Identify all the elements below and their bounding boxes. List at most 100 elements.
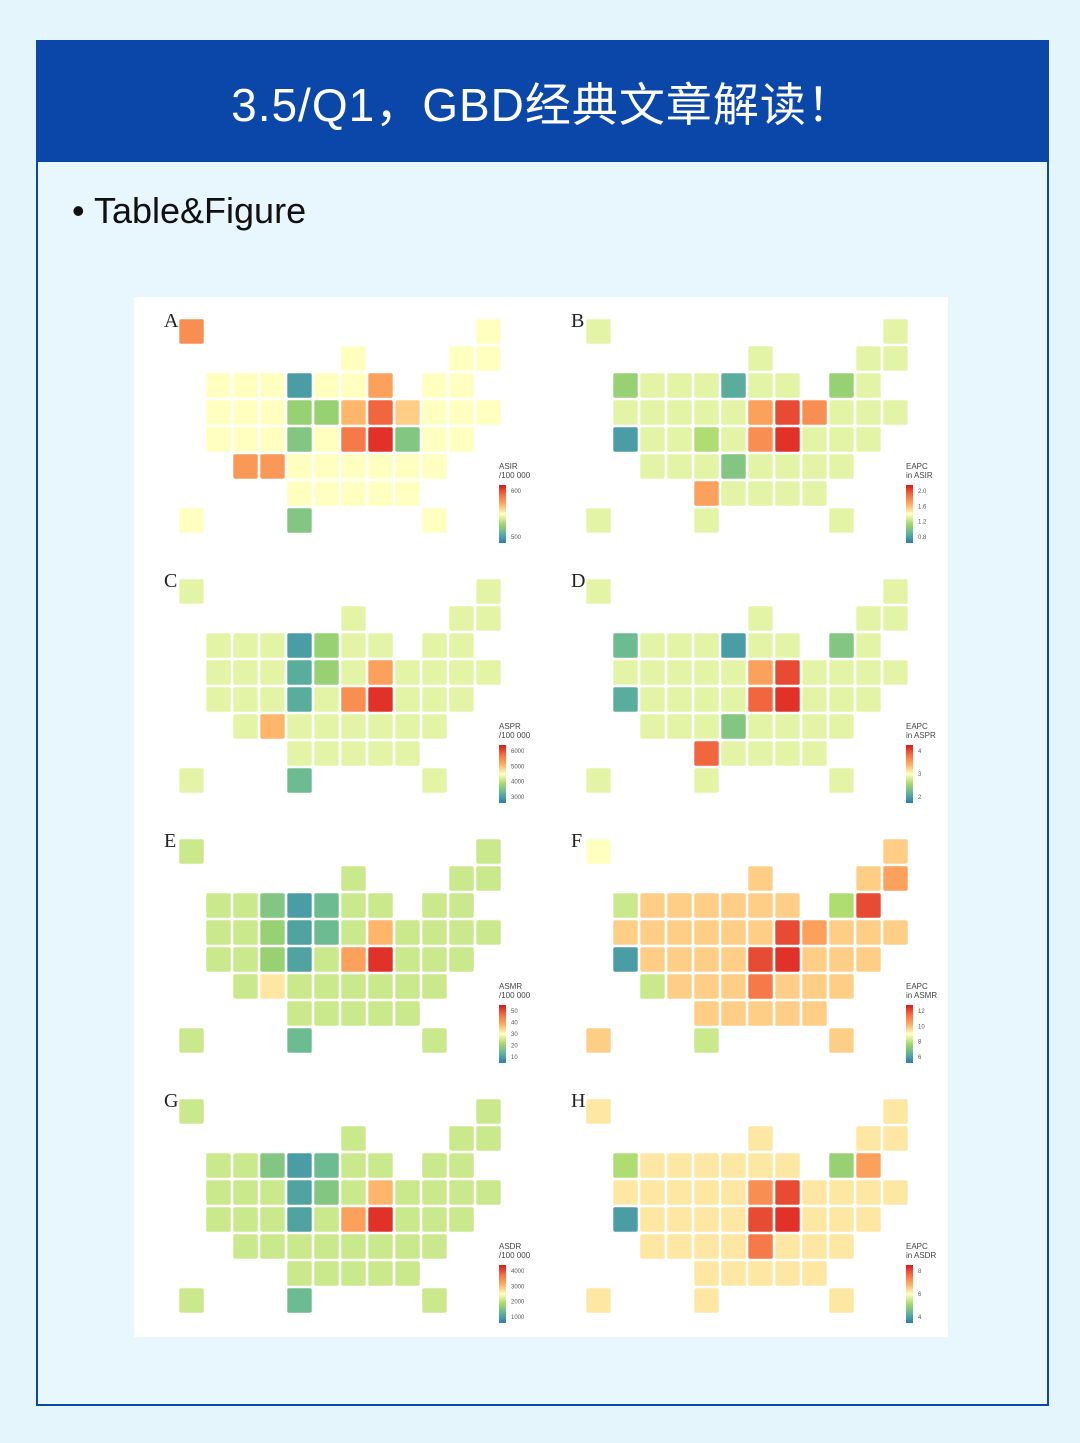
state-il — [747, 372, 774, 399]
state-ct — [448, 659, 475, 686]
state-sd — [286, 399, 313, 426]
state-ny — [828, 372, 855, 399]
state-tn — [747, 713, 774, 740]
state-hi — [585, 1027, 612, 1054]
state-me — [475, 578, 502, 605]
state-tx — [693, 1287, 720, 1314]
state-ne — [693, 946, 720, 973]
panel-label: A — [164, 310, 179, 332]
state-ok — [693, 480, 720, 507]
state-sc — [394, 453, 421, 480]
state-nd — [286, 372, 313, 399]
state-la — [720, 740, 747, 767]
state-sc — [394, 713, 421, 740]
state-hi — [585, 767, 612, 794]
state-ok — [693, 1260, 720, 1287]
state-ne — [693, 1206, 720, 1233]
state-mn — [313, 1152, 340, 1179]
state-ia — [313, 659, 340, 686]
legend-tick: 6000 — [511, 749, 525, 755]
state-tx — [286, 767, 313, 794]
state-ga — [394, 740, 421, 767]
state-ut — [639, 426, 666, 453]
state-ks — [693, 713, 720, 740]
map-panel-e: E ASMR/100 000 50 40 30 20 10 — [134, 817, 541, 1077]
bullet-text: Table&Figure — [93, 190, 307, 231]
legend-title: in ASPR — [906, 731, 936, 740]
state-tn — [747, 973, 774, 1000]
state-sc — [801, 453, 828, 480]
state-tn — [340, 1233, 367, 1260]
state-va — [801, 1206, 828, 1233]
state-ct — [448, 1179, 475, 1206]
state-pa — [394, 919, 421, 946]
state-pa — [801, 1179, 828, 1206]
state-ne — [286, 946, 313, 973]
state-in — [340, 1179, 367, 1206]
state-ak — [585, 318, 612, 345]
state-tn — [747, 453, 774, 480]
state-ma — [448, 632, 475, 659]
state-la — [313, 1260, 340, 1287]
legend-title: EAPC — [906, 722, 928, 731]
state-ak — [178, 578, 205, 605]
state-nh — [882, 345, 909, 372]
state-nc — [367, 973, 394, 1000]
state-al — [774, 1000, 801, 1027]
state-co — [666, 686, 693, 713]
state-ma — [448, 372, 475, 399]
state-ms — [747, 1000, 774, 1027]
state-wi — [340, 605, 367, 632]
state-oh — [367, 399, 394, 426]
state-de — [448, 1206, 475, 1233]
state-or — [612, 659, 639, 686]
state-wa — [612, 632, 639, 659]
state-mo — [720, 946, 747, 973]
state-nd — [693, 1152, 720, 1179]
state-nm — [259, 1233, 286, 1260]
state-nd — [286, 892, 313, 919]
state-fl — [828, 767, 855, 794]
state-ms — [340, 1260, 367, 1287]
state-mo — [313, 946, 340, 973]
state-ar — [720, 453, 747, 480]
state-co — [259, 686, 286, 713]
state-wy — [259, 1179, 286, 1206]
state-nm — [259, 973, 286, 1000]
legend-tick: 1.2 — [918, 520, 927, 526]
state-ga — [394, 1000, 421, 1027]
state-sc — [394, 973, 421, 1000]
state-ga — [394, 480, 421, 507]
state-ks — [286, 973, 313, 1000]
state-wa — [205, 892, 232, 919]
state-ga — [801, 1000, 828, 1027]
state-pa — [394, 399, 421, 426]
state-wi — [340, 865, 367, 892]
state-ny — [421, 892, 448, 919]
state-al — [774, 480, 801, 507]
state-nj — [421, 659, 448, 686]
state-id — [232, 372, 259, 399]
state-nv — [639, 659, 666, 686]
state-ca — [205, 426, 232, 453]
state-az — [639, 713, 666, 740]
state-co — [259, 946, 286, 973]
state-or — [612, 919, 639, 946]
state-ut — [232, 946, 259, 973]
state-ak — [178, 318, 205, 345]
state-id — [232, 1152, 259, 1179]
state-ia — [720, 919, 747, 946]
state-in — [340, 659, 367, 686]
state-tx — [286, 507, 313, 534]
legend-title: /100 000 — [499, 991, 531, 1000]
state-oh — [774, 659, 801, 686]
state-ky — [747, 686, 774, 713]
state-hi — [585, 507, 612, 534]
state-tn — [340, 713, 367, 740]
state-ca — [205, 1206, 232, 1233]
state-tx — [693, 767, 720, 794]
state-mi — [367, 892, 394, 919]
state-nh — [475, 1125, 502, 1152]
state-pa — [394, 659, 421, 686]
state-ms — [747, 480, 774, 507]
